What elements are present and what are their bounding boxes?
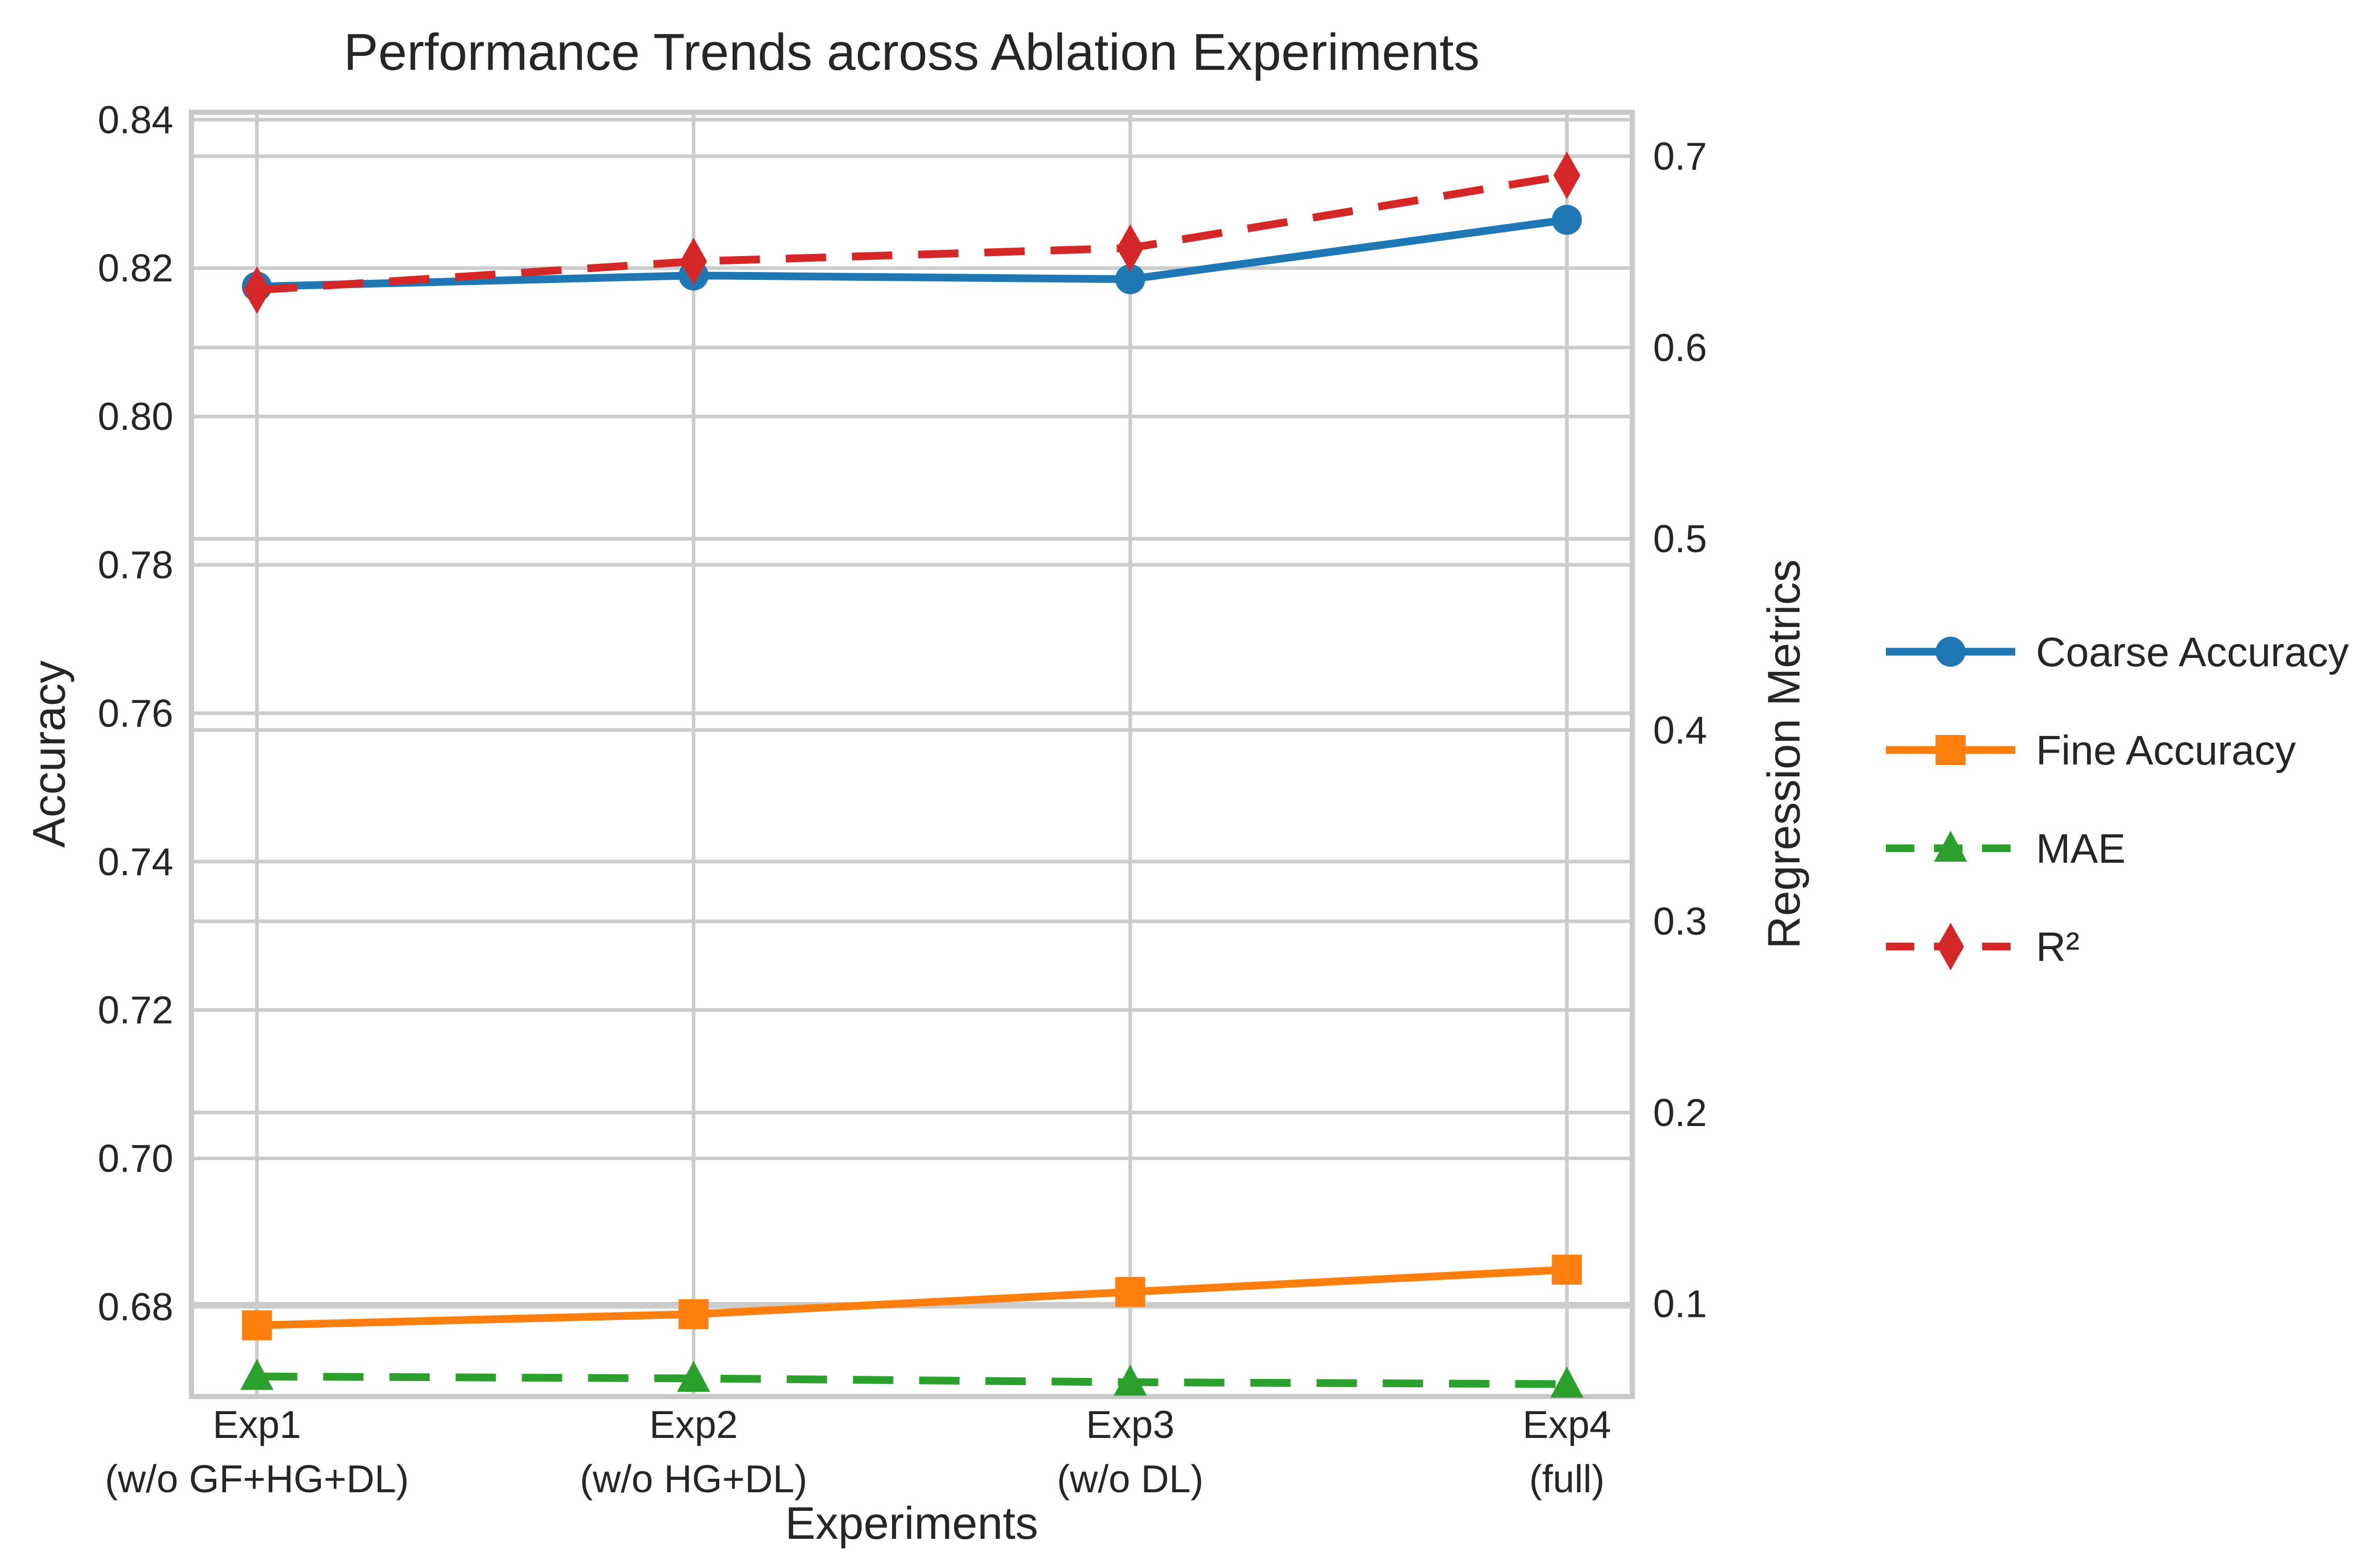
right-tick-label-0.1: 0.1 [1653,1282,1707,1326]
legend-square-icon [1936,735,1966,765]
marker-circle-Exp4 [1552,204,1582,235]
marker-square-Exp2 [678,1299,709,1329]
series-line-coarse-accuracy [257,216,1568,291]
left-tick-label-0.8: 0.80 [98,395,173,438]
series-line-mae [257,1372,1567,1388]
chart-title: Performance Trends across Ablation Exper… [344,23,1479,81]
x-tick-label-line2: (w/o HG+DL) [580,1457,808,1501]
x-tick-label-line1: Exp2 [649,1403,738,1446]
left-tick-label-0.72: 0.72 [98,988,173,1032]
x-axis-label: Experiments [785,1497,1038,1549]
right-y-axis-label: Regression Metrics [1758,559,1809,949]
legend-label: MAE [2036,826,2125,872]
right-tick-label-0.2: 0.2 [1653,1091,1707,1134]
right-tick-label-0.5: 0.5 [1653,517,1707,561]
axes-spines [189,110,1635,1399]
marker-triangle-Exp1 [240,1359,274,1390]
marker-circle-Exp3 [1115,264,1146,294]
series-lines [240,152,1584,1398]
left-tick-label-0.82: 0.82 [98,246,173,290]
legend-diamond-icon [1937,923,1964,970]
marker-triangle-Exp3 [1113,1364,1147,1396]
legend-label: R² [2036,924,2079,970]
x-tick-label-line2: (w/o DL) [1057,1457,1203,1501]
legend-label: Coarse Accuracy [2036,629,2349,675]
x-tick-label-line1: Exp4 [1523,1403,1611,1446]
left-tick-label-0.84: 0.84 [98,98,173,141]
legend-triangle-icon [1934,831,1967,862]
marker-square-Exp1 [242,1310,272,1341]
x-tick-label-line1: Exp1 [213,1403,301,1446]
left-tick-label-0.78: 0.78 [98,543,173,587]
legend-item-1: Coarse Accuracy [1886,629,2349,675]
grid-lines [191,112,1632,1397]
right-tick-label-0.4: 0.4 [1653,708,1707,752]
x-tick-label-line2: (full) [1529,1457,1604,1501]
legend-item-4: R² [1886,923,2079,970]
marker-diamond-Exp3 [1117,224,1144,272]
right-tick-label-0.3: 0.3 [1653,899,1707,943]
series-line-r- [257,171,1568,294]
left-tick-label-0.76: 0.76 [98,692,173,735]
marker-square-Exp3 [1115,1277,1146,1307]
left-tick-label-0.7: 0.70 [98,1137,173,1180]
series-line-fine-accuracy [257,1266,1567,1329]
legend-item-2: Fine Accuracy [1886,727,2296,773]
x-tick-label-line2: (w/o GF+HG+DL) [105,1457,409,1501]
marker-triangle-Exp2 [677,1360,710,1392]
marker-diamond-Exp4 [1553,152,1581,200]
left-y-axis-label: Accuracy [23,661,75,848]
tick-labels: 0.68 0.70 0.72 0.74 0.76 0.78 0.80 0.82 0.84 0.1 0… [98,98,1707,1501]
right-tick-label-0.7: 0.7 [1653,134,1707,178]
plot-border [189,110,1635,1399]
marker-diamond-Exp2 [680,237,707,286]
legend-circle-icon [1936,637,1966,667]
marker-square-Exp4 [1552,1254,1582,1285]
left-tick-label-0.74: 0.74 [98,840,173,883]
x-tick-label-line1: Exp3 [1086,1403,1174,1446]
legend-item-3: MAE [1886,826,2125,872]
legend-label: Fine Accuracy [2036,727,2296,773]
left-tick-label-0.68: 0.68 [98,1285,173,1328]
marker-triangle-Exp4 [1550,1366,1584,1398]
legend: Coarse Accuracy Fine Accuracy MAE R² [1886,629,2349,970]
marker-diamond-Exp1 [243,266,271,314]
right-tick-label-0.6: 0.6 [1653,326,1707,369]
